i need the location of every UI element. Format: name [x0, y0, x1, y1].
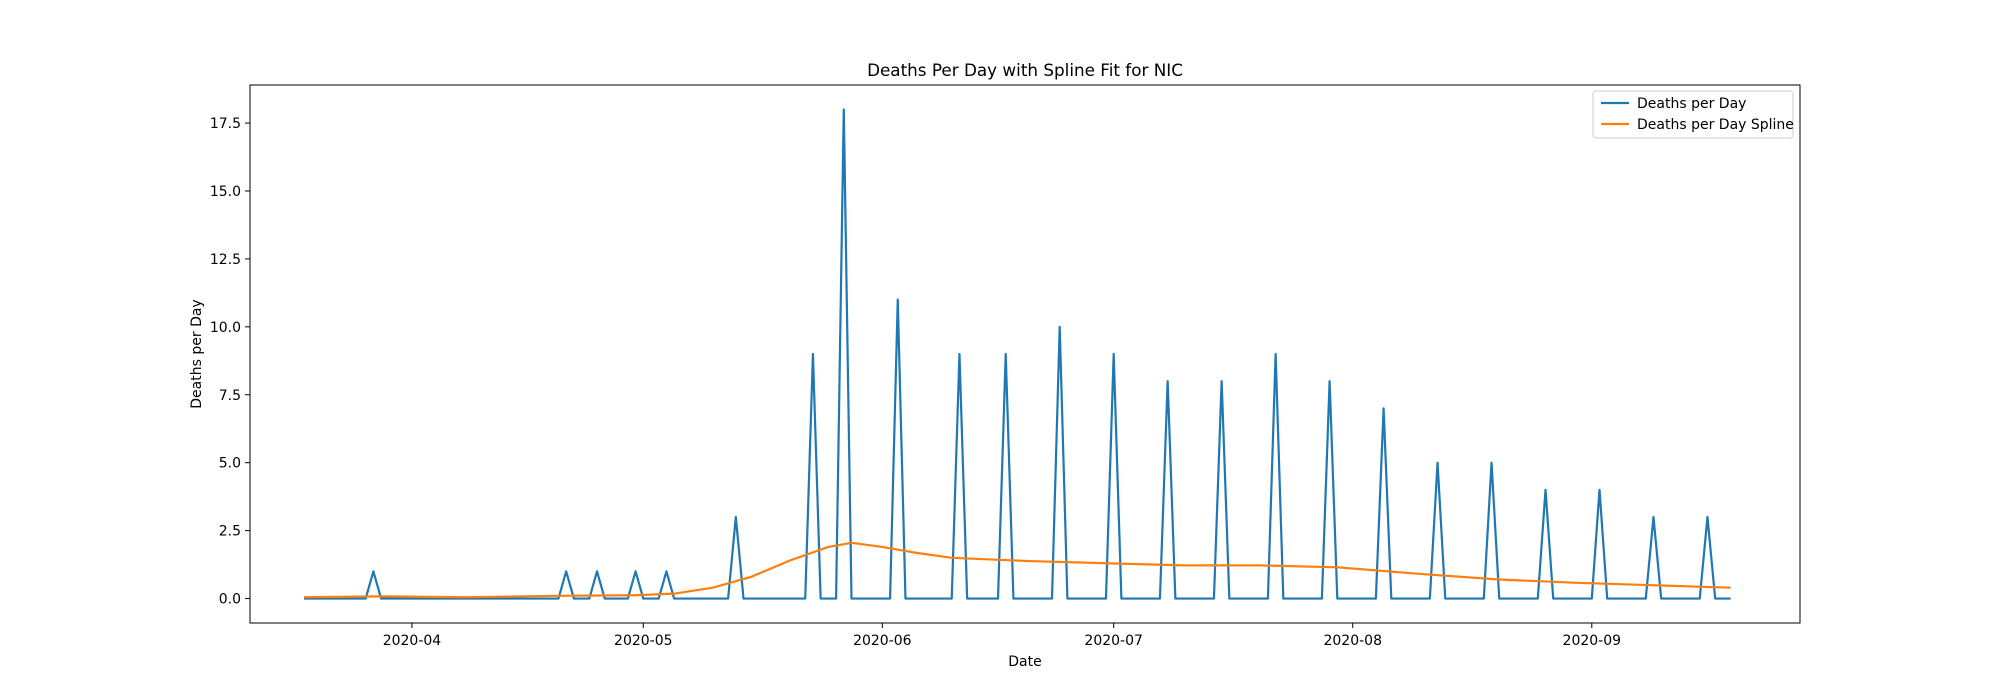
series-line-1: [303, 108, 1731, 600]
legend-entry: Deaths per Day: [1637, 96, 1746, 112]
y-tick-label: 2.5: [219, 524, 241, 540]
series-line-2: [303, 541, 1731, 599]
x-tick-label: 2020-05: [614, 633, 673, 649]
y-tick-label: 10.0: [210, 320, 241, 336]
y-tick-label: 7.5: [219, 388, 241, 404]
x-tick-label: 2020-08: [1323, 633, 1382, 649]
legend-entry: Deaths per Day Spline: [1637, 117, 1794, 133]
y-tick-label: 15.0: [210, 184, 241, 200]
chart-title: Deaths Per Day with Spline Fit for NIC: [867, 60, 1183, 80]
plot-area: [249, 84, 1801, 624]
plot-frame: [249, 84, 1801, 624]
x-tick-label: 2020-09: [1563, 633, 1622, 649]
y-tick-label: 5.0: [219, 456, 241, 472]
x-axis-label: Date: [1008, 654, 1041, 670]
x-tick-label: 2020-06: [853, 633, 912, 649]
y-tick-label: 17.5: [210, 116, 241, 132]
y-tick-label: 0.0: [219, 592, 241, 608]
x-tick-label: 2020-04: [383, 633, 442, 649]
y-axis-label: Deaths per Day: [189, 299, 205, 408]
y-tick-label: 12.5: [210, 252, 241, 268]
y-axis: 0.0 2.5 5.0 7.5 10.0 12.5 15.0 17.5: [210, 116, 250, 608]
legend: Deaths per Day Deaths per Day Spline: [1592, 90, 1794, 139]
legend-box: [1592, 90, 1794, 139]
x-axis: 2020-04 2020-05 2020-06 2020-07 2020-08 2020-…: [383, 623, 1621, 649]
x-tick-label: 2020-07: [1084, 633, 1143, 649]
